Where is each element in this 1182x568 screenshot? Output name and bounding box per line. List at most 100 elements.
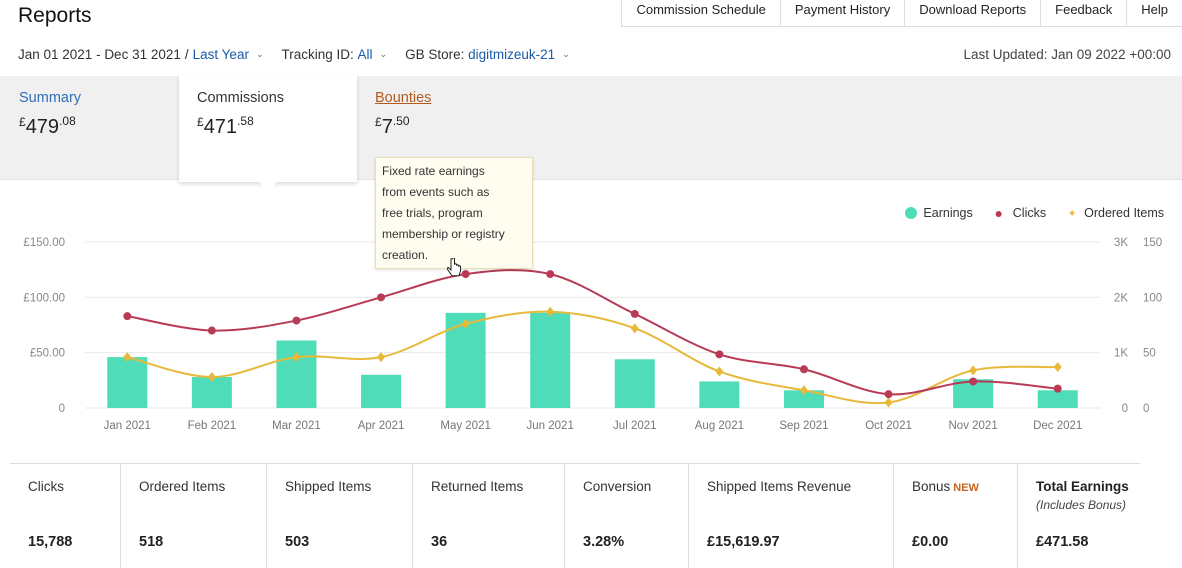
ordered-items-point: [461, 318, 470, 329]
y-tick-label-left: £100.00: [23, 292, 65, 304]
tab-feedback[interactable]: Feedback: [1040, 0, 1127, 26]
x-tick-label: Dec 2021: [1033, 420, 1082, 432]
commissions-kpi[interactable]: Commissions £471.58: [179, 76, 357, 191]
clicks-legend-marker: ●: [994, 205, 1003, 221]
y-tick-label-clicks: 2K: [1114, 292, 1128, 304]
legend-ordered-items[interactable]: ✦ Ordered Items: [1064, 206, 1165, 220]
earnings-legend-marker: [905, 207, 918, 219]
clicks-point: [799, 365, 808, 374]
tab-payment-history[interactable]: Payment History: [779, 0, 905, 26]
mouse-cursor-icon: [447, 258, 461, 277]
stat-clicks: Clicks 15,788: [10, 464, 121, 568]
ordered-items-point: [1053, 362, 1062, 373]
tab-help[interactable]: Help: [1126, 0, 1182, 26]
x-tick-label: Oct 2021: [865, 420, 912, 432]
new-badge: NEW: [953, 482, 979, 494]
clicks-point: [884, 390, 893, 399]
clicks-point: [123, 312, 132, 321]
page-title: Reports: [18, 4, 92, 27]
y-tick-label-clicks: 1K: [1114, 348, 1128, 360]
commissions-label: Commissions: [197, 90, 285, 106]
ordered-items-point: [969, 365, 978, 376]
legend-earnings[interactable]: Earnings: [905, 206, 973, 220]
ordered-items-point: [123, 352, 132, 363]
earnings-bar: [699, 381, 740, 408]
stats-bar: Clicks 15,788 Ordered Items 518 Shipped …: [10, 463, 1140, 568]
ordered-items-point: [715, 366, 724, 377]
x-tick-label: Feb 2021: [188, 420, 237, 432]
tab-download-reports[interactable]: Download Reports: [904, 0, 1041, 26]
stat-returned-items: Returned Items 36: [413, 464, 565, 568]
top-nav: Commission Schedule Payment History Down…: [621, 0, 1182, 27]
bounties-label: Bounties: [375, 90, 432, 106]
tooltip-line: membership or registry: [382, 227, 505, 241]
last-updated: Last Updated: Jan 09 2022 +00:00: [963, 47, 1171, 62]
tooltip-line: from events such as: [382, 185, 490, 199]
store-selector[interactable]: GB Store: digitmizeuk-21 ⌄: [405, 47, 570, 62]
tooltip-line: creation.: [382, 248, 429, 262]
stat-ordered-items: Ordered Items 518: [121, 464, 267, 568]
y-tick-label-clicks: 0: [1122, 403, 1128, 415]
stat-conversion: Conversion 3.28%: [565, 464, 689, 568]
y-tick-label-items: 100: [1143, 292, 1162, 304]
date-preset: Last Year: [192, 47, 249, 62]
ordered-items-line: [127, 310, 1058, 405]
stat-total-earnings: Total Earnings (Includes Bonus) £471.58: [1036, 479, 1129, 550]
y-tick-label-items: 150: [1143, 237, 1162, 249]
y-tick-label-clicks: 3K: [1114, 237, 1128, 249]
summary-label: Summary: [19, 90, 82, 106]
earnings-bar: [107, 357, 148, 408]
ordered-items-point: [377, 352, 386, 363]
x-tick-label: Nov 2021: [949, 420, 998, 432]
x-tick-label: Aug 2021: [695, 420, 744, 432]
clicks-point: [715, 350, 724, 359]
y-tick-label-left: £150.00: [23, 237, 65, 249]
clicks-point: [546, 270, 555, 279]
earnings-bar: [1037, 390, 1078, 408]
ordered-items-point: [292, 352, 301, 363]
earnings-bar: [361, 374, 402, 408]
tooltip-line: free trials, program: [382, 206, 483, 220]
y-tick-label-left: £50.00: [30, 348, 65, 360]
x-tick-label: Jan 2021: [104, 420, 151, 432]
card-pointer: [258, 181, 278, 191]
store-value: digitmizeuk-21: [468, 47, 556, 62]
filter-bar: Jan 01 2021 - Dec 31 2021 / Last Year ⌄ …: [18, 47, 570, 62]
date-range-text: Jan 01 2021 - Dec 31 2021: [18, 47, 181, 62]
summary-amount: £479.08: [19, 114, 76, 138]
clicks-line: [127, 269, 1058, 396]
ordered-items-point: [799, 385, 808, 396]
earnings-bar: [783, 390, 824, 408]
earnings-bar: [276, 340, 317, 408]
date-range-selector[interactable]: Jan 01 2021 - Dec 31 2021 / Last Year ⌄: [18, 47, 264, 62]
ordered-legend-marker: ✦: [1067, 207, 1077, 220]
bounties-tooltip: Fixed rate earnings from events such as …: [375, 157, 533, 269]
clicks-point: [969, 377, 978, 386]
tracking-id-selector[interactable]: Tracking ID: All ⌄: [282, 47, 388, 62]
clicks-point: [377, 293, 386, 302]
earnings-bar: [530, 312, 571, 408]
y-tick-label-left: 0: [59, 403, 65, 415]
x-tick-label: Mar 2021: [272, 420, 321, 432]
clicks-point: [461, 270, 470, 279]
tab-commission-schedule[interactable]: Commission Schedule: [621, 0, 780, 26]
summary-kpi[interactable]: Summary £479.08: [19, 90, 81, 139]
ordered-items-point: [884, 397, 893, 408]
ordered-items-point: [630, 323, 639, 334]
legend-clicks[interactable]: ● Clicks: [991, 205, 1047, 221]
x-tick-label: Apr 2021: [358, 420, 405, 432]
chart-legend: Earnings ● Clicks ✦ Ordered Items: [887, 206, 1164, 220]
chevron-down-icon: ⌄: [255, 49, 264, 59]
y-tick-label-items: 50: [1143, 348, 1156, 360]
x-tick-label: Jul 2021: [613, 420, 656, 432]
bounties-kpi[interactable]: Bounties £7.50: [375, 90, 431, 139]
x-tick-label: Sep 2021: [779, 420, 828, 432]
ordered-items-point: [207, 372, 216, 383]
clicks-point: [207, 326, 216, 335]
clicks-point: [292, 316, 301, 325]
bounties-amount: £7.50: [375, 114, 410, 138]
x-tick-label: May 2021: [440, 420, 491, 432]
tracking-id-label: Tracking ID:: [281, 47, 354, 62]
earnings-bar: [191, 377, 232, 408]
stat-shipped-revenue: Shipped Items Revenue £15,619.97: [689, 464, 894, 568]
